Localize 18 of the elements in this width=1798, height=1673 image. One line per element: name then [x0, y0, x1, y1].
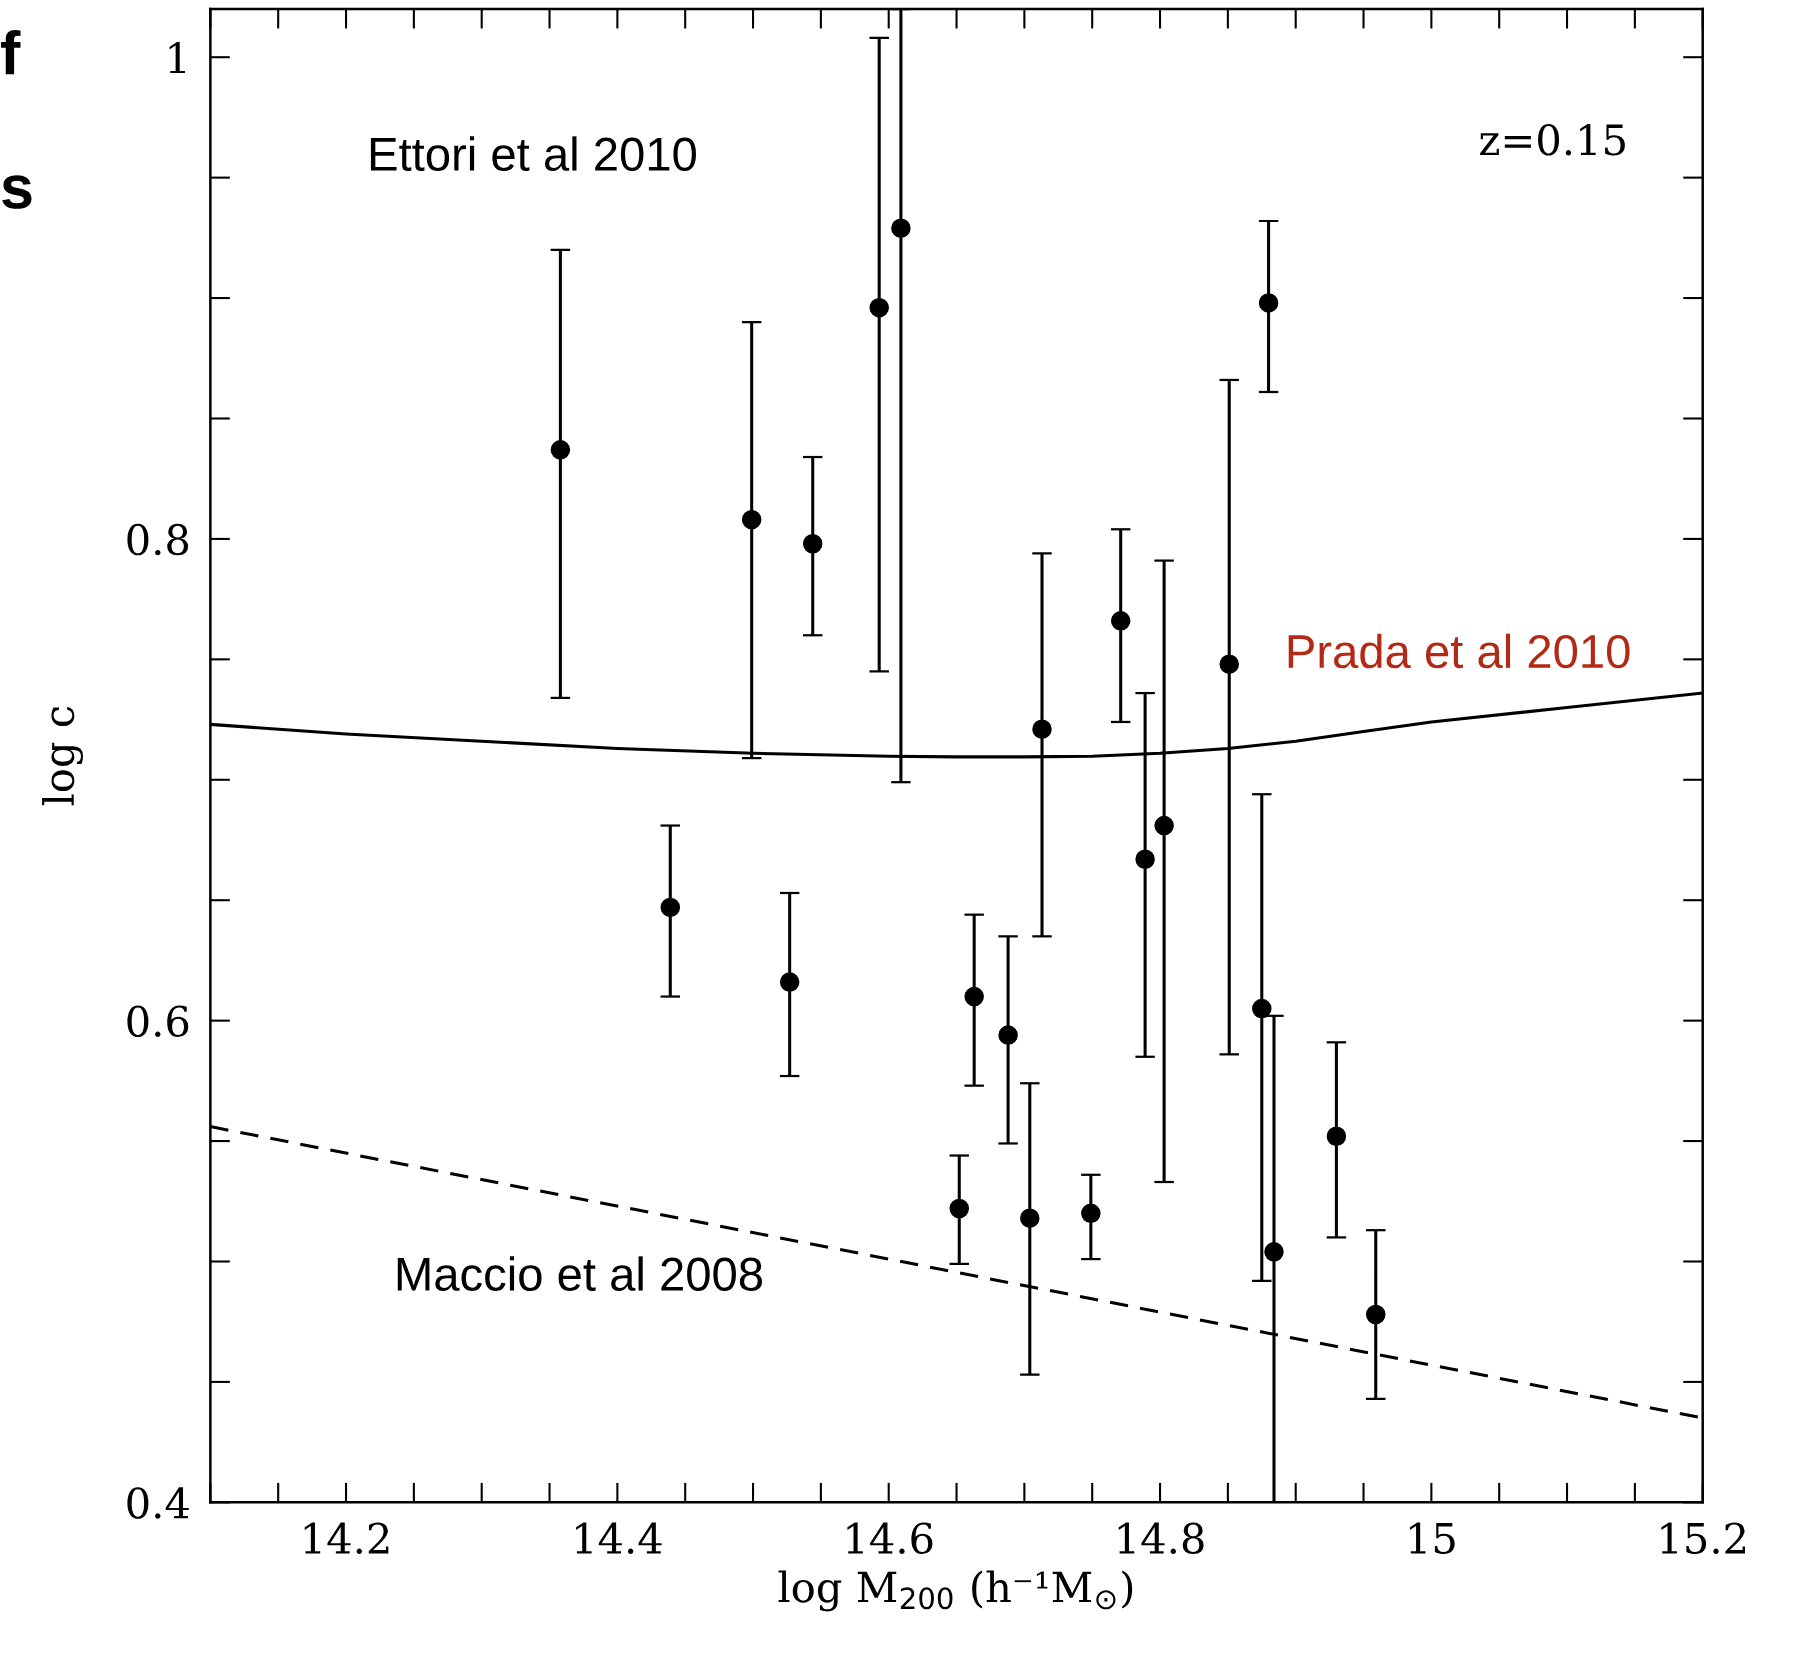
annotation: Prada et al 2010	[1288, 633, 1630, 669]
text: s	[2, 175, 32, 209]
y-axis-title: log c	[42, 706, 83, 806]
x-tick-label: 15	[1409, 1522, 1455, 1555]
text: f	[1, 30, 21, 75]
x-tick-label: 14.8	[1118, 1522, 1204, 1555]
annotation: Maccio et al 2008	[397, 1256, 762, 1292]
x-tick-label: 14.6	[847, 1522, 933, 1555]
y-tick-label: 0.8	[127, 523, 189, 556]
x-tick-label: 14.2	[304, 1522, 389, 1555]
annotation: z=0.15	[1480, 124, 1625, 156]
y-tick-label: 0.6	[127, 1005, 189, 1038]
x-tick-label: 14.4	[576, 1522, 662, 1555]
y-tick-label: 0.4	[127, 1487, 189, 1519]
x-axis-title: log M$_{200}$ (h⁻¹M$_{⊙}$)	[778, 1570, 1133, 1612]
x-tick-label: 15.2	[1661, 1522, 1746, 1555]
y-tick-label: 1	[169, 42, 185, 74]
annotation: Ettori et al 2010	[370, 136, 696, 172]
